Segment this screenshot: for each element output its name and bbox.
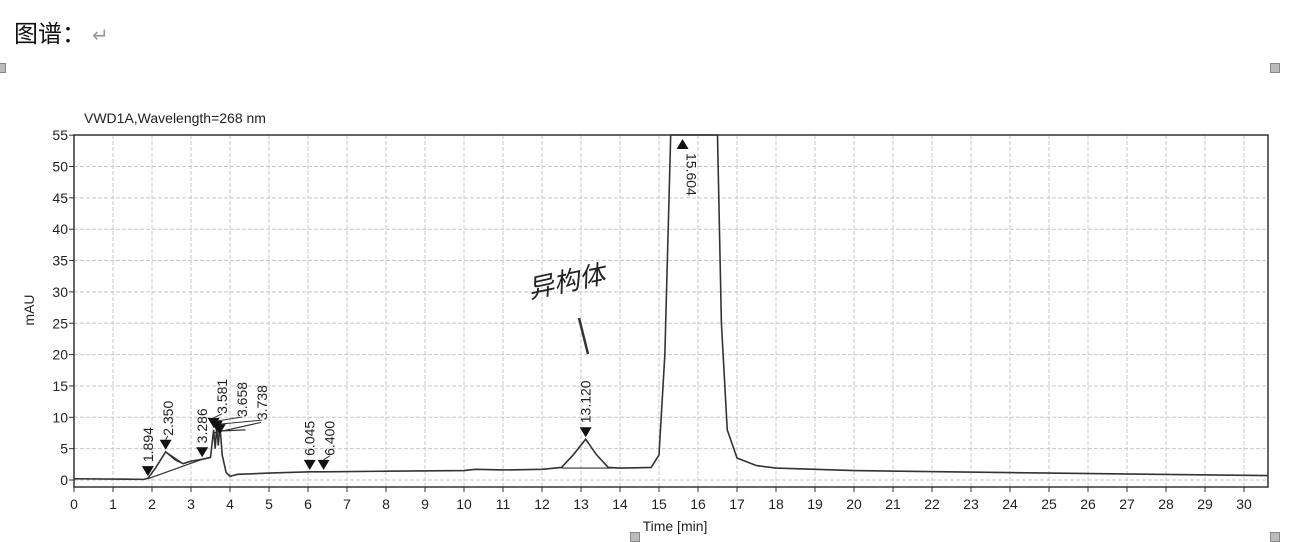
peak-marker-icon <box>317 459 330 470</box>
x-tick-label: 18 <box>768 496 784 512</box>
x-tick-label: 13 <box>573 496 589 512</box>
peak-label: 1.894 <box>140 427 156 462</box>
peak-marker-icon <box>213 424 226 435</box>
y-tick-label: 45 <box>52 190 68 206</box>
peak-label: 3.738 <box>254 385 270 420</box>
peak-label: 3.581 <box>214 379 230 414</box>
x-tick-label: 14 <box>612 496 628 512</box>
x-tick-label: 16 <box>690 496 706 512</box>
x-tick-label: 3 <box>187 496 195 512</box>
x-tick-label: 6 <box>304 496 312 512</box>
return-mark-icon: ↵ <box>92 23 109 47</box>
peak-marker-icon <box>159 439 172 450</box>
x-tick-label: 0 <box>70 496 78 512</box>
x-tick-label: 29 <box>1197 496 1213 512</box>
peak-leader-line <box>219 419 263 425</box>
peak-leader-line <box>213 413 223 419</box>
x-tick-label: 2 <box>148 496 156 512</box>
resize-handle[interactable] <box>1270 63 1280 73</box>
integration-baseline <box>147 458 203 480</box>
x-tick-label: 11 <box>496 496 511 512</box>
peak-marker-icon <box>579 427 592 438</box>
y-axis-label: mAU <box>21 294 37 325</box>
y-tick-label: 30 <box>52 284 68 300</box>
x-tick-label: 5 <box>265 496 273 512</box>
peak-label: 3.658 <box>234 382 250 417</box>
peak-label: 3.286 <box>194 408 210 443</box>
x-tick-label: 27 <box>1119 496 1135 512</box>
x-tick-label: 10 <box>456 496 472 512</box>
y-tick-label: 20 <box>52 347 68 363</box>
x-tick-label: 12 <box>534 496 550 512</box>
chart-title: VWD1A,Wavelength=268 nm <box>84 110 266 126</box>
y-tick-label: 50 <box>52 159 68 175</box>
peak-marker-icon <box>141 466 154 477</box>
x-tick-label: 20 <box>846 496 862 512</box>
peak-label: 13.120 <box>578 380 594 423</box>
x-tick-label: 1 <box>109 496 117 512</box>
x-tick-label: 15 <box>651 496 667 512</box>
x-tick-label: 21 <box>885 496 901 512</box>
integration-baseline <box>165 451 184 465</box>
peak-marker-icon <box>196 447 209 458</box>
peak-label: 6.045 <box>302 421 318 456</box>
x-tick-label: 17 <box>729 496 745 512</box>
x-tick-label: 22 <box>924 496 940 512</box>
x-tick-label: 28 <box>1158 496 1174 512</box>
y-tick-label: 10 <box>52 409 68 425</box>
document-heading: 图谱： ↵ <box>14 14 109 49</box>
y-tick-label: 15 <box>52 378 68 394</box>
peak-label: 15.604 <box>684 153 700 196</box>
peak-label: 6.400 <box>322 421 338 456</box>
peak-marker-icon <box>676 139 689 149</box>
y-tick-label: 40 <box>52 221 68 237</box>
y-tick-label: 0 <box>60 472 68 488</box>
x-tick-label: 4 <box>226 496 234 512</box>
y-tick-label: 55 <box>52 127 68 143</box>
handwritten-annotation: 异构体 <box>525 258 610 304</box>
annotation-stroke <box>577 317 590 355</box>
x-tick-label: 30 <box>1236 496 1252 512</box>
y-tick-label: 25 <box>52 315 68 331</box>
x-tick-label: 19 <box>807 496 823 512</box>
x-tick-label: 9 <box>421 496 429 512</box>
x-tick-label: 8 <box>382 496 390 512</box>
x-tick-label: 25 <box>1041 496 1057 512</box>
x-tick-label: 23 <box>963 496 979 512</box>
peak-label: 2.350 <box>160 401 176 436</box>
plot-frame <box>73 134 1269 488</box>
peak-leader-line <box>216 416 243 422</box>
x-tick-label: 24 <box>1002 496 1018 512</box>
y-tick-label: 5 <box>60 441 68 457</box>
x-tick-label: 7 <box>343 496 351 512</box>
heading-text: 图谱： <box>14 20 86 48</box>
peak-marker-icon <box>303 459 316 470</box>
signal-trace <box>73 134 1268 481</box>
x-axis-label: Time [min] <box>643 518 708 534</box>
x-tick-label: 26 <box>1080 496 1096 512</box>
resize-handle[interactable] <box>0 63 6 73</box>
y-tick-label: 35 <box>52 253 68 269</box>
peak-leader-line <box>165 435 169 441</box>
peak-leader-line <box>323 455 331 461</box>
